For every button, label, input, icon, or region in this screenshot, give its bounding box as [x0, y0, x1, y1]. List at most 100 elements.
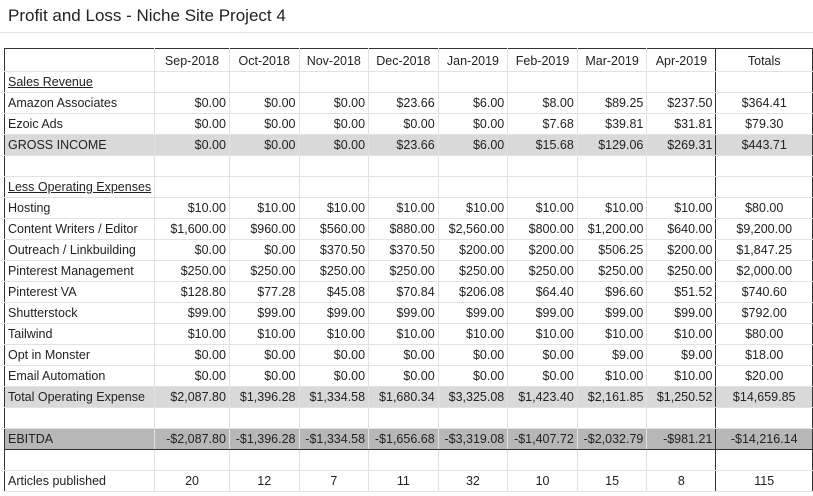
empty-cell[interactable] — [368, 71, 439, 93]
cell-total[interactable]: $1,847.25 — [715, 239, 813, 261]
cell-jan-2019[interactable]: $10.00 — [438, 323, 509, 345]
cell-nov-2018[interactable]: $0.00 — [299, 134, 370, 156]
header-blank[interactable] — [3, 48, 156, 72]
empty-cell[interactable] — [368, 407, 439, 429]
cell-feb-2019[interactable]: $10.00 — [507, 197, 578, 219]
cell-feb-2019[interactable]: $0.00 — [507, 365, 578, 387]
empty-cell[interactable] — [368, 449, 439, 471]
cell-sep-2018[interactable]: $10.00 — [154, 323, 230, 345]
cell-nov-2018[interactable]: $250.00 — [299, 260, 370, 282]
cell-feb-2019[interactable]: -$1,407.72 — [507, 428, 578, 450]
empty-cell[interactable] — [577, 449, 648, 471]
empty-cell[interactable] — [229, 71, 300, 93]
empty-cell[interactable] — [646, 449, 717, 471]
header-apr-2019[interactable]: Apr-2019 — [646, 48, 717, 72]
cell-feb-2019[interactable]: 10 — [507, 470, 578, 492]
cell-nov-2018[interactable]: -$1,334.58 — [299, 428, 370, 450]
cell-feb-2019[interactable]: $8.00 — [507, 92, 578, 114]
cell-jan-2019[interactable]: $206.08 — [438, 281, 509, 303]
cell-feb-2019[interactable]: $64.40 — [507, 281, 578, 303]
cell-sep-2018[interactable]: $2,087.80 — [154, 386, 230, 408]
cell-apr-2019[interactable]: 8 — [646, 470, 717, 492]
row-label[interactable]: Total Operating Expense — [3, 386, 156, 408]
cell-total[interactable]: $20.00 — [715, 365, 813, 387]
cell-mar-2019[interactable]: $99.00 — [577, 302, 648, 324]
cell-jan-2019[interactable]: $6.00 — [438, 134, 509, 156]
row-label[interactable]: Amazon Associates — [3, 92, 156, 114]
empty-cell[interactable] — [154, 71, 230, 93]
cell-mar-2019[interactable]: $10.00 — [577, 323, 648, 345]
cell-jan-2019[interactable]: 32 — [438, 470, 509, 492]
cell-feb-2019[interactable]: $7.68 — [507, 113, 578, 135]
empty-cell[interactable] — [715, 176, 813, 198]
cell-sep-2018[interactable]: -$2,087.80 — [154, 428, 230, 450]
header-sep-2018[interactable]: Sep-2018 — [154, 48, 230, 72]
row-label[interactable]: Outreach / Linkbuilding — [3, 239, 156, 261]
cell-jan-2019[interactable]: $10.00 — [438, 197, 509, 219]
cell-apr-2019[interactable]: $9.00 — [646, 344, 717, 366]
row-label[interactable]: GROSS INCOME — [3, 134, 156, 156]
cell-sep-2018[interactable]: $99.00 — [154, 302, 230, 324]
cell-dec-2018[interactable]: $0.00 — [368, 113, 439, 135]
cell-nov-2018[interactable]: 7 — [299, 470, 370, 492]
cell-sep-2018[interactable]: $128.80 — [154, 281, 230, 303]
cell-oct-2018[interactable]: $10.00 — [229, 323, 300, 345]
empty-cell[interactable] — [715, 155, 813, 177]
cell-mar-2019[interactable]: $2,161.85 — [577, 386, 648, 408]
header-nov-2018[interactable]: Nov-2018 — [299, 48, 370, 72]
row-label[interactable]: Hosting — [3, 197, 156, 219]
cell-nov-2018[interactable]: $560.00 — [299, 218, 370, 240]
cell-apr-2019[interactable]: $10.00 — [646, 197, 717, 219]
empty-cell[interactable] — [3, 155, 156, 177]
header-oct-2018[interactable]: Oct-2018 — [229, 48, 300, 72]
cell-nov-2018[interactable]: $10.00 — [299, 197, 370, 219]
cell-oct-2018[interactable]: $0.00 — [229, 365, 300, 387]
row-label[interactable]: Content Writers / Editor — [3, 218, 156, 240]
cell-apr-2019[interactable]: $200.00 — [646, 239, 717, 261]
empty-cell[interactable] — [507, 176, 578, 198]
cell-sep-2018[interactable]: $0.00 — [154, 113, 230, 135]
empty-cell[interactable] — [646, 407, 717, 429]
cell-feb-2019[interactable]: $99.00 — [507, 302, 578, 324]
cell-nov-2018[interactable]: $0.00 — [299, 365, 370, 387]
cell-jan-2019[interactable]: $6.00 — [438, 92, 509, 114]
cell-feb-2019[interactable]: $250.00 — [507, 260, 578, 282]
cell-jan-2019[interactable]: $99.00 — [438, 302, 509, 324]
cell-sep-2018[interactable]: $0.00 — [154, 365, 230, 387]
cell-jan-2019[interactable]: $3,325.08 — [438, 386, 509, 408]
cell-feb-2019[interactable]: $800.00 — [507, 218, 578, 240]
row-label[interactable]: Ezoic Ads — [3, 113, 156, 135]
cell-mar-2019[interactable]: $9.00 — [577, 344, 648, 366]
empty-cell[interactable] — [438, 71, 509, 93]
cell-total[interactable]: $18.00 — [715, 344, 813, 366]
cell-total[interactable]: $2,000.00 — [715, 260, 813, 282]
empty-cell[interactable] — [299, 449, 370, 471]
cell-dec-2018[interactable]: $250.00 — [368, 260, 439, 282]
cell-jan-2019[interactable]: -$3,319.08 — [438, 428, 509, 450]
cell-nov-2018[interactable]: $0.00 — [299, 344, 370, 366]
cell-total[interactable]: $14,659.85 — [715, 386, 813, 408]
empty-cell[interactable] — [507, 449, 578, 471]
cell-sep-2018[interactable]: 20 — [154, 470, 230, 492]
cell-mar-2019[interactable]: $10.00 — [577, 365, 648, 387]
empty-cell[interactable] — [3, 449, 156, 471]
cell-sep-2018[interactable]: $0.00 — [154, 134, 230, 156]
cell-dec-2018[interactable]: $10.00 — [368, 323, 439, 345]
cell-feb-2019[interactable]: $15.68 — [507, 134, 578, 156]
row-label[interactable]: EBITDA — [3, 428, 156, 450]
empty-cell[interactable] — [715, 71, 813, 93]
empty-cell[interactable] — [577, 155, 648, 177]
cell-apr-2019[interactable]: $10.00 — [646, 323, 717, 345]
cell-mar-2019[interactable]: $1,200.00 — [577, 218, 648, 240]
cell-oct-2018[interactable]: $0.00 — [229, 92, 300, 114]
empty-cell[interactable] — [646, 155, 717, 177]
cell-oct-2018[interactable]: $0.00 — [229, 134, 300, 156]
cell-oct-2018[interactable]: $1,396.28 — [229, 386, 300, 408]
cell-mar-2019[interactable]: $39.81 — [577, 113, 648, 135]
empty-cell[interactable] — [577, 176, 648, 198]
empty-cell[interactable] — [299, 407, 370, 429]
cell-dec-2018[interactable]: $1,680.34 — [368, 386, 439, 408]
cell-total[interactable]: -$14,216.14 — [715, 428, 813, 450]
cell-oct-2018[interactable]: $10.00 — [229, 197, 300, 219]
empty-cell[interactable] — [368, 176, 439, 198]
